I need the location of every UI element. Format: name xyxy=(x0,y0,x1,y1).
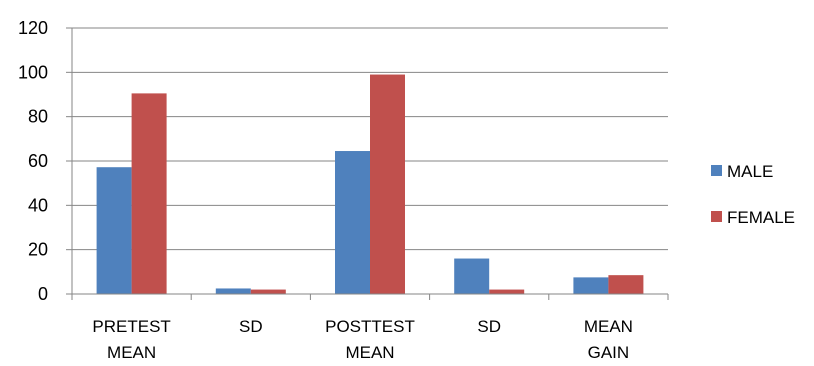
x-axis-category-labels: PRETEST MEAN SD POSTTEST MEAN SD MEAN GAIN xyxy=(92,317,633,362)
axes xyxy=(66,27,669,300)
y-tick-label: 60 xyxy=(28,151,48,171)
y-tick-label: 120 xyxy=(18,18,48,38)
bars xyxy=(96,74,644,295)
x-category-label: MEAN xyxy=(345,343,394,362)
x-category-label: MEAN xyxy=(584,317,633,336)
legend: MALE FEMALE xyxy=(711,162,795,227)
bar-male-1 xyxy=(215,288,251,294)
bar-male-3 xyxy=(454,258,490,294)
x-category-label: SD xyxy=(477,317,501,336)
y-tick-label: 80 xyxy=(28,107,48,127)
y-tick-label: 0 xyxy=(38,284,48,304)
y-tick-label: 40 xyxy=(28,195,48,215)
legend-swatch-female xyxy=(711,211,722,222)
legend-swatch-male xyxy=(711,165,722,176)
bar-male-4 xyxy=(573,277,609,294)
x-category-label: GAIN xyxy=(588,343,630,362)
bar-female-0 xyxy=(131,93,167,295)
bar-female-2 xyxy=(370,74,405,294)
legend-label-male: MALE xyxy=(727,162,773,181)
legend-label-female: FEMALE xyxy=(727,208,795,227)
bar-male-0 xyxy=(96,167,132,294)
x-category-label: PRETEST xyxy=(92,317,170,336)
x-category-label: MEAN xyxy=(107,343,156,362)
bar-female-4 xyxy=(608,275,644,294)
x-category-label: SD xyxy=(239,317,263,336)
y-axis-tick-labels: 0 20 40 60 80 100 120 xyxy=(18,18,48,304)
bar-female-3 xyxy=(489,289,525,294)
y-tick-label: 20 xyxy=(28,240,48,260)
x-category-label: POSTTEST xyxy=(325,317,415,336)
y-tick-label: 100 xyxy=(18,62,48,82)
bar-female-1 xyxy=(250,289,286,294)
bar-male-2 xyxy=(335,151,370,294)
